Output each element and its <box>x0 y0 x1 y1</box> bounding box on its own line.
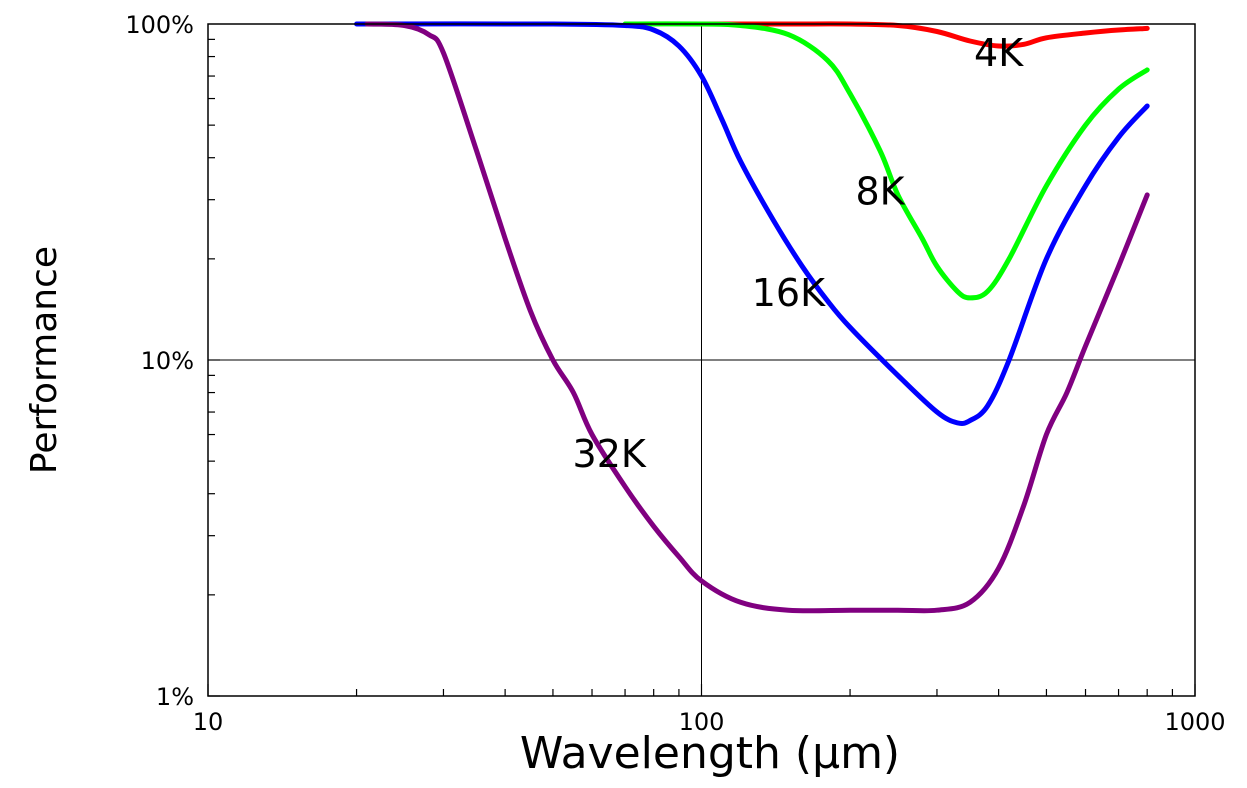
series-label-32k: 32K <box>573 432 647 476</box>
tick-labels: 10 100 1000 1% 10% 100% <box>125 11 1225 736</box>
series-line-8k <box>622 21 1150 301</box>
y-tick-label: 100% <box>125 11 194 39</box>
series-line-32k <box>364 21 1150 614</box>
x-tick-label: 10 <box>193 708 224 736</box>
x-axis-title: Wavelength (μm) <box>520 728 900 779</box>
series-labels: 4K 8K 16K 32K <box>573 31 1025 476</box>
y-tick-label: 10% <box>141 347 194 375</box>
series-lines <box>354 21 1150 614</box>
x-tick-label: 1000 <box>1164 708 1225 736</box>
y-axis-title: Performance <box>24 246 65 474</box>
x-tick-label: 100 <box>679 708 725 736</box>
series-label-8k: 8K <box>855 170 905 214</box>
series-label-4k: 4K <box>974 31 1024 75</box>
series-label-16k: 16K <box>752 271 826 315</box>
y-tick-label: 1% <box>156 683 194 711</box>
tick-marks <box>207 38 1196 697</box>
grid-lines <box>208 24 1195 696</box>
series-line-16k <box>354 21 1150 427</box>
